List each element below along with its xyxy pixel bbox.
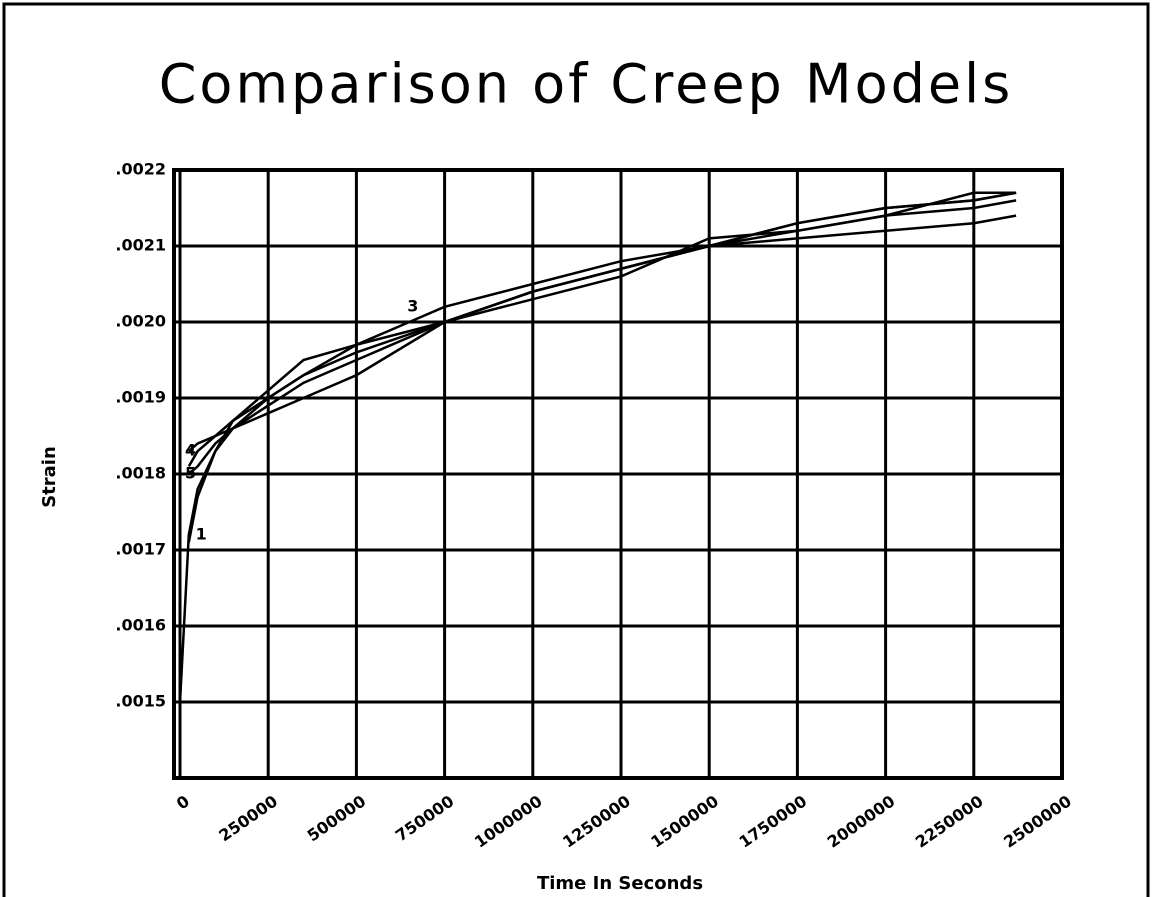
x-tick-label: 1250000	[559, 791, 634, 851]
x-tick-label: 1750000	[736, 791, 811, 851]
x-tick-label: 2000000	[824, 791, 899, 851]
y-tick-label: .0017	[115, 540, 166, 559]
y-tick-label: .0016	[115, 616, 166, 635]
y-tick-label: .0021	[115, 236, 166, 255]
series-line	[187, 214, 1017, 468]
x-tick-label: 250000	[215, 791, 281, 845]
annotation: 1	[196, 524, 207, 543]
annotation: 3	[407, 296, 418, 315]
annotation: 5	[185, 464, 196, 483]
x-tick-label: 750000	[392, 791, 458, 845]
y-tick-label: .0015	[115, 692, 166, 711]
plot-frame	[172, 168, 1064, 780]
x-axis-label: Time In Seconds	[537, 873, 703, 894]
x-tick-label: 0	[173, 791, 193, 813]
series-line	[187, 199, 1017, 475]
x-tick-label: 2500000	[1000, 791, 1075, 851]
x-tick-label: 2250000	[912, 791, 987, 851]
y-tick-label: .0020	[115, 312, 166, 331]
x-tick-label: 1500000	[647, 791, 722, 851]
y-tick-label: .0022	[115, 160, 166, 179]
x-tick-label: 500000	[304, 791, 370, 845]
y-axis-label: Strain	[39, 446, 60, 508]
x-tick-label: 1000000	[471, 791, 546, 851]
annotation: 4	[185, 441, 196, 460]
y-tick-label: .0019	[115, 388, 166, 407]
chart-title: Comparison of Creep Models	[159, 53, 1014, 116]
y-tick-label: .0018	[115, 464, 166, 483]
